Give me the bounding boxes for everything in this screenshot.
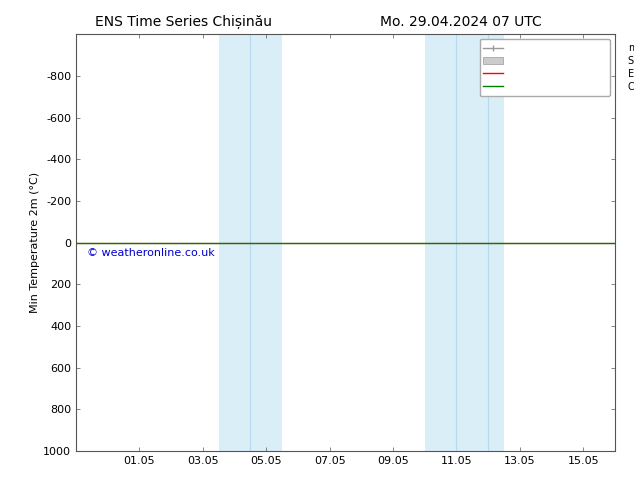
Bar bbox=[219, 34, 282, 451]
Text: ENS Time Series Chișinău: ENS Time Series Chișinău bbox=[95, 15, 272, 29]
Text: © weatheronline.co.uk: © weatheronline.co.uk bbox=[87, 248, 214, 258]
Legend: min/max, Standard deviation, Ensemble mean run, Controll run: min/max, Standard deviation, Ensemble me… bbox=[479, 39, 610, 96]
Y-axis label: Min Temperature 2m (°C): Min Temperature 2m (°C) bbox=[30, 172, 41, 313]
Text: Mo. 29.04.2024 07 UTC: Mo. 29.04.2024 07 UTC bbox=[380, 15, 542, 29]
Bar bbox=[425, 34, 504, 451]
